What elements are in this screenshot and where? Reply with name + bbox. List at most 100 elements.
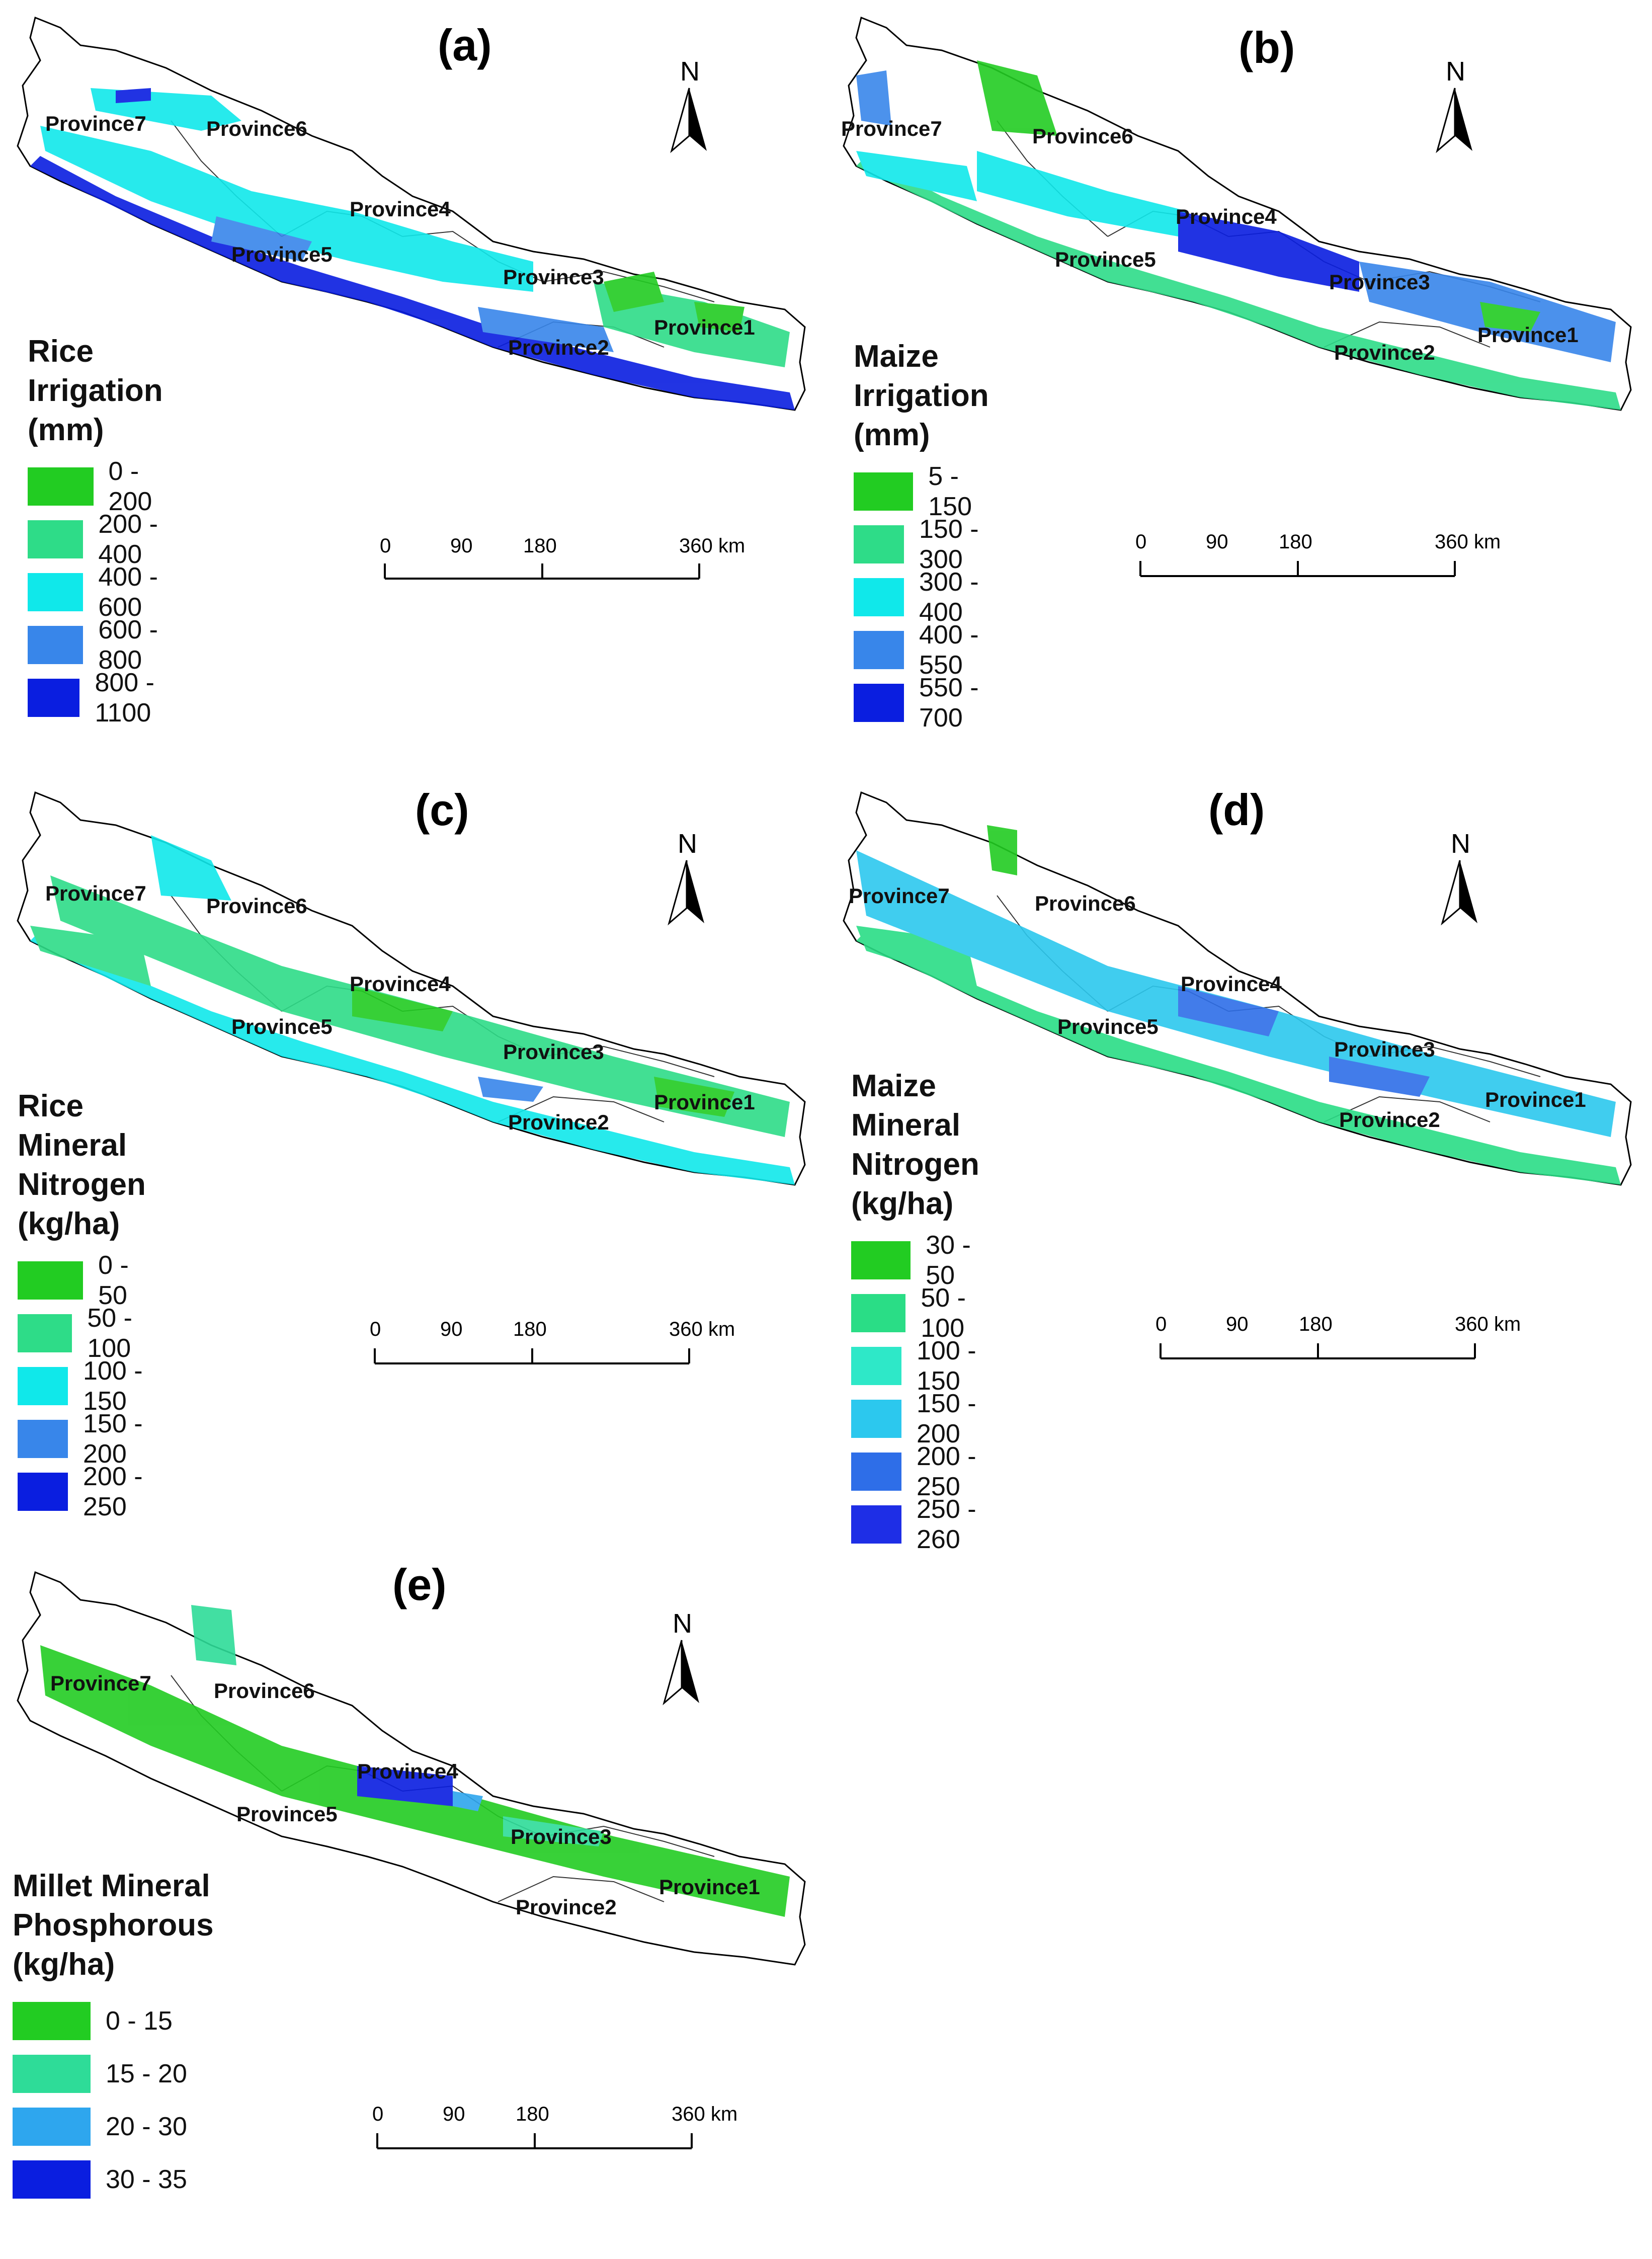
north-arrow-b: N bbox=[1436, 56, 1472, 153]
scale-bar-c: 0 90 180 360 km bbox=[370, 1318, 735, 1364]
map-d: Province7 Province6 Province4 Province5 … bbox=[843, 785, 1632, 1359]
legend-c: Rice Mineral Nitrogen (kg/ha) 0 - 50 50 … bbox=[18, 1087, 154, 1521]
legend-item: 50 - 100 bbox=[18, 1304, 154, 1363]
crop-areas-c bbox=[30, 835, 795, 1185]
legend-item: 150 - 200 bbox=[18, 1409, 154, 1469]
legend-item: 300 - 400 bbox=[854, 568, 990, 627]
legend-swatch bbox=[851, 1452, 901, 1491]
legend-swatch bbox=[851, 1294, 906, 1332]
north-arrow-a: N bbox=[670, 56, 707, 153]
legend-item: 400 - 550 bbox=[854, 620, 990, 680]
province2-label: Province2 bbox=[516, 1895, 617, 1919]
north-arrow-d: N bbox=[1441, 829, 1477, 926]
legend-label: 150 - 200 bbox=[83, 1409, 143, 1469]
legend-item: 200 - 250 bbox=[18, 1462, 154, 1521]
legend-swatch bbox=[28, 625, 84, 664]
province3-label: Province3 bbox=[511, 1825, 612, 1848]
province4-label: Province4 bbox=[357, 1759, 458, 1783]
legend-label: 200 - 250 bbox=[917, 1441, 976, 1501]
scale-tick-0: 0 bbox=[370, 1318, 381, 1340]
scale-tick-360: 360 km bbox=[672, 2103, 737, 2125]
legend-swatch bbox=[18, 1314, 72, 1352]
legend-label: 100 - 150 bbox=[917, 1336, 976, 1396]
legend-title-b: Maize Irrigation (mm) bbox=[854, 339, 989, 452]
province6-label: Province6 bbox=[1035, 892, 1136, 915]
scale-tick-0: 0 bbox=[1155, 1313, 1167, 1335]
legend-swatch bbox=[18, 1419, 68, 1458]
legend-item: 100 - 150 bbox=[851, 1336, 988, 1396]
legend-label: 600 - 800 bbox=[98, 615, 158, 675]
legend-label: 250 - 260 bbox=[917, 1494, 976, 1554]
legend-item: 30 - 50 bbox=[851, 1231, 988, 1290]
legend-swatch bbox=[854, 683, 904, 722]
province4-label: Province4 bbox=[350, 197, 451, 221]
legend-swatch bbox=[851, 1346, 901, 1385]
scale-tick-90: 90 bbox=[1206, 531, 1228, 553]
legend-swatch bbox=[18, 1366, 68, 1405]
legend-label: 400 - 550 bbox=[919, 620, 979, 680]
province3-label: Province3 bbox=[1334, 1037, 1435, 1061]
legend-swatch bbox=[13, 2107, 91, 2146]
legend-label: 0 - 15 bbox=[106, 2006, 173, 2036]
scale-tick-90: 90 bbox=[443, 2103, 465, 2125]
province7-label: Province7 bbox=[849, 884, 950, 908]
crop-areas-d bbox=[856, 825, 1621, 1185]
north-arrow-e: N bbox=[663, 1608, 699, 1706]
province2-label: Province2 bbox=[508, 1110, 609, 1134]
legend-item: 15 - 20 bbox=[13, 2047, 214, 2100]
province5-label: Province5 bbox=[236, 1802, 338, 1826]
province3-label: Province3 bbox=[1329, 270, 1430, 294]
legend-label: 20 - 30 bbox=[106, 2112, 187, 2141]
legend-swatch bbox=[13, 2054, 91, 2093]
legend-swatch bbox=[854, 472, 914, 511]
panel-label-e: (e) bbox=[392, 1560, 447, 1609]
crop-areas-a bbox=[30, 88, 795, 410]
map-e: Province7 Province6 Province4 Province5 … bbox=[17, 1560, 806, 2149]
province5-label: Province5 bbox=[1055, 248, 1156, 271]
province1-label: Province1 bbox=[654, 1090, 755, 1114]
province6-label: Province6 bbox=[214, 1679, 315, 1703]
scale-bar-b: 0 90 180 360 km bbox=[1135, 531, 1501, 577]
province6-label: Province6 bbox=[1032, 124, 1133, 148]
north-label: N bbox=[1446, 56, 1465, 87]
scale-tick-0: 0 bbox=[1135, 531, 1146, 553]
province5-label: Province5 bbox=[231, 243, 333, 266]
legend-label: 800 - 1100 bbox=[95, 668, 154, 728]
legend-d: Maize Mineral Nitrogen (kg/ha) 30 - 50 5… bbox=[851, 1067, 988, 1554]
legend-swatch bbox=[28, 573, 84, 611]
legend-swatch bbox=[851, 1241, 911, 1279]
legend-swatch bbox=[854, 630, 904, 669]
crop-areas-b bbox=[856, 60, 1621, 410]
scale-bar-e: 0 90 180 360 km bbox=[372, 2103, 737, 2149]
scale-tick-90: 90 bbox=[450, 535, 473, 557]
legend-label: 0 - 50 bbox=[98, 1250, 129, 1310]
province7-label: Province7 bbox=[50, 1671, 151, 1695]
province5-label: Province5 bbox=[231, 1015, 333, 1038]
scale-tick-360: 360 km bbox=[679, 535, 745, 557]
panel-label-d: (d) bbox=[1208, 785, 1265, 835]
province1-label: Province1 bbox=[654, 315, 755, 339]
scale-tick-360: 360 km bbox=[1435, 531, 1501, 553]
legend-swatch bbox=[18, 1261, 84, 1300]
province4-label: Province4 bbox=[350, 972, 451, 996]
province7-label: Province7 bbox=[841, 117, 942, 140]
legend-item: 20 - 30 bbox=[13, 2100, 214, 2153]
legend-item: 100 - 150 bbox=[18, 1356, 154, 1416]
scale-tick-180: 180 bbox=[1279, 531, 1312, 553]
province2-label: Province2 bbox=[1339, 1108, 1440, 1132]
legend-item: 0 - 50 bbox=[18, 1251, 154, 1310]
legend-item: 0 - 200 bbox=[28, 457, 177, 516]
legend-swatch bbox=[854, 578, 904, 616]
scale-tick-180: 180 bbox=[1299, 1313, 1333, 1335]
legend-label: 300 - 400 bbox=[919, 567, 979, 627]
scale-tick-90: 90 bbox=[440, 1318, 463, 1340]
legend-swatch bbox=[28, 467, 94, 506]
scale-tick-180: 180 bbox=[516, 2103, 549, 2125]
map-c: Province7 Province6 Province4 Province5 … bbox=[17, 785, 806, 1364]
province7-label: Province7 bbox=[45, 881, 146, 905]
province2-label: Province2 bbox=[508, 336, 609, 359]
province3-label: Province3 bbox=[503, 265, 604, 289]
legend-item: 200 - 400 bbox=[28, 510, 177, 569]
legend-swatch bbox=[18, 1472, 68, 1511]
legend-b: Maize Irrigation (mm) 5 - 150 150 - 300 … bbox=[854, 337, 990, 733]
